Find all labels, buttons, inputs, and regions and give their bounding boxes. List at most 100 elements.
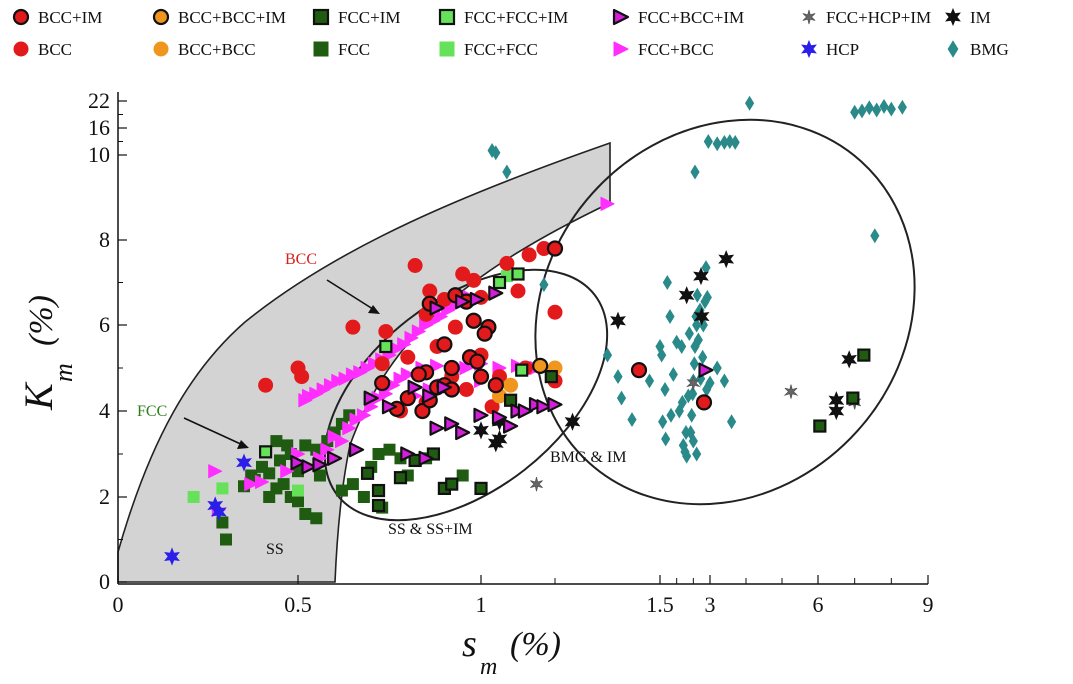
point-bmg — [730, 134, 740, 150]
point-bcc — [455, 266, 471, 282]
legend-item-fcc-im: FCC+IM — [312, 8, 401, 27]
point-fcc-bcc-im — [536, 399, 552, 415]
ss-annotation: SS — [266, 541, 284, 558]
point-bmg — [702, 289, 712, 305]
x-axis-title-sub: m — [480, 654, 497, 680]
point-fcc-bcc-im — [455, 294, 471, 310]
point-fcc-bcc-im — [429, 420, 445, 436]
point-bmg — [682, 448, 692, 464]
point-im — [841, 350, 858, 369]
legend-item-fcc-hcp-im: FCC+HCP+IM — [802, 8, 931, 27]
point-fcc-im — [371, 498, 386, 513]
point-fcc-bcc — [397, 337, 412, 352]
point-bcc-im — [374, 374, 391, 392]
point-fcc-bcc — [459, 361, 474, 375]
point-fcc-bcc — [255, 474, 269, 489]
point-fcc — [313, 469, 326, 482]
point-fcc-hcp-im — [530, 477, 543, 492]
point-fcc-bcc — [342, 421, 357, 436]
point-fcc-bcc-im — [469, 291, 485, 308]
point-bmg — [660, 382, 670, 397]
point-fcc-bcc-im — [422, 388, 438, 404]
y-tick-label: 0 — [99, 569, 110, 594]
point-hcp — [164, 547, 180, 566]
legend-label: FCC+BCC — [638, 40, 714, 59]
point-fcc-fcc — [187, 491, 200, 503]
point-bmg — [712, 136, 722, 152]
point-bcc — [499, 255, 515, 271]
point-bmg — [857, 103, 867, 119]
point-bmg — [692, 317, 702, 333]
point-bcc — [510, 283, 526, 299]
point-fcc-bcc — [309, 386, 324, 401]
point-bcc-im — [695, 394, 713, 411]
series-im — [473, 250, 858, 453]
point-bcc-im — [546, 240, 564, 257]
point-bmg — [727, 414, 737, 430]
legend-item-fcc-bcc: FCC+BCC — [613, 40, 714, 59]
point-im — [828, 401, 845, 421]
legend-marker — [945, 7, 961, 27]
point-fcc-bcc — [393, 371, 408, 386]
point-bmg — [677, 339, 687, 354]
legend-item-bcc-bcc-im: BCC+BCC+IM — [152, 8, 286, 27]
point-bcc — [458, 382, 474, 397]
series-fcc-bcc-im — [290, 285, 714, 475]
point-fcc-bcc — [208, 464, 223, 479]
x-tick-label: 0 — [113, 592, 124, 617]
point-bmg — [613, 369, 623, 385]
legend-marker — [801, 39, 817, 59]
point-bmg — [502, 164, 512, 180]
point-fcc-im — [474, 481, 488, 495]
point-fcc-fcc-im — [515, 363, 529, 377]
point-bcc-im — [414, 402, 431, 420]
point-fcc — [299, 439, 312, 452]
point-bmg — [689, 356, 699, 372]
point-fcc-bcc-im — [503, 418, 519, 434]
point-fcc-bcc — [345, 367, 360, 382]
point-bcc — [447, 319, 463, 335]
legend-marker — [612, 8, 630, 26]
series-bcc-bcc-im — [532, 357, 549, 374]
point-bmg — [491, 145, 501, 161]
point-bcc — [374, 356, 390, 372]
point-fcc — [220, 533, 232, 546]
bcc-annotation: BCC — [285, 251, 317, 268]
point-bmg — [879, 98, 889, 114]
legend-marker — [313, 41, 329, 57]
point-fcc-bcc-im — [444, 416, 460, 432]
point-fcc-bcc-im — [491, 409, 508, 426]
point-fcc-bcc-im — [455, 424, 471, 441]
point-fcc-fcc-im — [492, 275, 507, 290]
point-fcc-bcc-im — [290, 455, 306, 471]
legend-item-bmg: BMG — [947, 40, 1009, 59]
y-tick-label: 16 — [88, 115, 110, 140]
point-fcc-bcc — [353, 365, 368, 380]
point-im — [487, 434, 504, 453]
point-fcc-bcc — [301, 388, 316, 403]
data-points — [164, 95, 907, 566]
point-bcc — [294, 369, 310, 385]
point-fcc-bcc — [338, 371, 353, 386]
y-axis-title-main: K — [16, 381, 61, 411]
legend-label: BCC+IM — [38, 8, 102, 27]
point-fcc-bcc-im — [488, 285, 504, 301]
point-hcp — [236, 453, 252, 472]
x-tick-label: 9 — [923, 592, 934, 617]
point-im — [718, 250, 735, 269]
point-bmg — [677, 394, 687, 410]
point-bmg — [668, 366, 678, 382]
series-fcc-fcc-im — [259, 267, 529, 459]
point-bmg — [703, 134, 713, 149]
legend: BCC+IM BCC+BCC+IM FCC+IM FCC+FCC+IM FCC+BCC+… — [12, 7, 1009, 59]
point-im — [678, 286, 695, 305]
point-bmg — [850, 104, 860, 120]
legend-marker — [613, 41, 629, 57]
point-fcc-im — [426, 447, 441, 461]
point-fcc-bcc-im — [381, 399, 398, 415]
point-fcc-bcc-im — [327, 450, 343, 466]
point-im — [693, 307, 710, 326]
point-fcc-bcc — [433, 309, 448, 324]
point-fcc-fcc-im — [259, 445, 273, 459]
